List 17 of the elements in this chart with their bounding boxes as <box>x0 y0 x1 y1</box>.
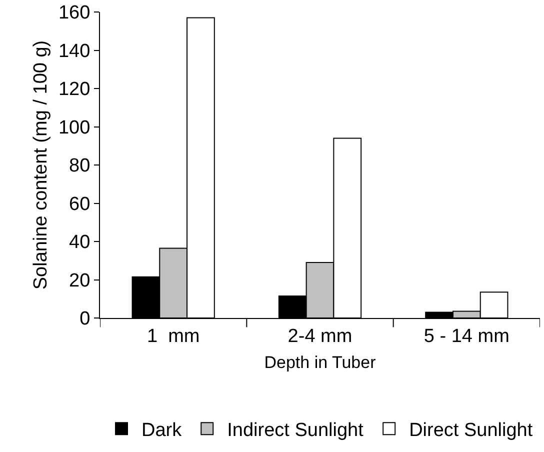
y-tick-label: 20 <box>69 270 90 292</box>
y-tick-label: 60 <box>69 194 90 215</box>
y-tick-label: 120 <box>58 79 90 100</box>
y-tick-label: 100 <box>58 117 90 138</box>
x-tick-label: 2-4 mm <box>288 326 352 347</box>
x-tick-label: 1 mm <box>146 326 200 347</box>
y-tick-label: 40 <box>69 232 90 254</box>
legend-label: Dark <box>142 420 182 442</box>
y-tick-label: 160 <box>58 2 90 24</box>
x-tick-label: 5 - 14 mm <box>424 326 510 347</box>
legend-label: Direct Sunlight <box>409 420 534 442</box>
y-tick-label: 0 <box>80 308 90 330</box>
legend-label: Indirect Sunlight <box>227 420 364 442</box>
y-axis-title: Solanine content (mg / 100 g) <box>30 40 52 290</box>
y-tick-label: 80 <box>69 156 90 177</box>
x-axis-title: Depth in Tuber <box>264 353 376 372</box>
y-tick-label: 140 <box>58 40 90 62</box>
